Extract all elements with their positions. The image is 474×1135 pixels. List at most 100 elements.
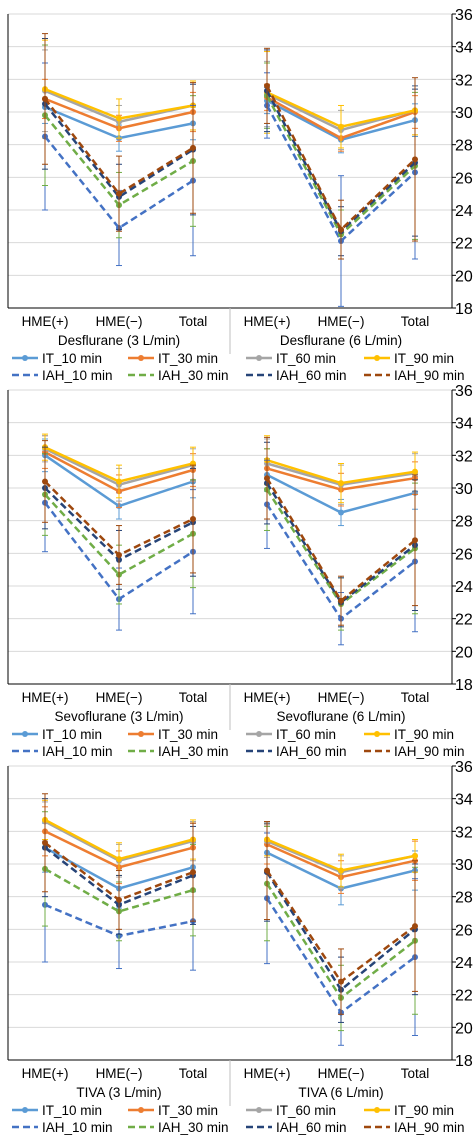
x-tick-label: Total bbox=[179, 314, 208, 329]
data-point bbox=[264, 475, 270, 482]
y-tick-label: 32 bbox=[455, 72, 473, 89]
legend-marker bbox=[374, 1107, 380, 1113]
x-tick-label: HME(+) bbox=[244, 1066, 291, 1081]
legend-label: IT_30 min bbox=[158, 1103, 218, 1118]
series-line bbox=[265, 482, 416, 605]
x-tick-label: Total bbox=[401, 690, 430, 705]
x-tick-label: Total bbox=[179, 1066, 208, 1081]
y-tick-label: 36 bbox=[455, 759, 473, 776]
group-label: Sevoflurane (6 L/min) bbox=[276, 709, 405, 724]
x-tick-label: HME(+) bbox=[22, 690, 69, 705]
data-point bbox=[42, 478, 48, 485]
y-tick-label: 20 bbox=[455, 1020, 473, 1037]
y-tick-label: 24 bbox=[455, 579, 473, 596]
y-tick-label: 28 bbox=[455, 514, 473, 531]
data-point bbox=[412, 852, 418, 859]
y-tick-label: 36 bbox=[455, 383, 473, 400]
data-point bbox=[190, 869, 196, 876]
x-tick-label: HME(+) bbox=[22, 1066, 69, 1081]
y-tick-label: 26 bbox=[455, 922, 473, 939]
x-tick-label: Total bbox=[401, 314, 430, 329]
x-tick-label: HME(+) bbox=[244, 690, 291, 705]
y-tick-label: 34 bbox=[455, 40, 473, 57]
legend-label: IT_10 min bbox=[42, 351, 102, 366]
legend-label: IT_90 min bbox=[394, 1103, 454, 1118]
legend-marker bbox=[22, 1107, 28, 1113]
data-point bbox=[338, 867, 344, 874]
y-tick-label: 20 bbox=[455, 644, 473, 661]
group-label: TIVA (6 L/min) bbox=[298, 1085, 383, 1100]
series-iah-90-min bbox=[42, 33, 418, 260]
series-it-60-min bbox=[42, 435, 418, 505]
series-line bbox=[44, 103, 194, 199]
data-point bbox=[338, 978, 344, 985]
data-point bbox=[42, 95, 48, 102]
legend-label: IAH_30 min bbox=[158, 368, 229, 383]
x-tick-label: HME(−) bbox=[318, 690, 365, 705]
legend-marker bbox=[256, 731, 262, 737]
legend-label: IT_30 min bbox=[158, 727, 218, 742]
y-tick-label: 26 bbox=[455, 170, 473, 187]
legend-label: IAH_90 min bbox=[394, 368, 465, 383]
y-tick-label: 18 bbox=[455, 301, 473, 318]
series-line bbox=[44, 135, 194, 230]
series-iah-10-min bbox=[42, 832, 418, 1046]
group-label: Desflurane (3 L/min) bbox=[58, 333, 180, 348]
series-line bbox=[44, 493, 194, 577]
legend-marker bbox=[256, 1107, 262, 1113]
series-iah-60-min bbox=[42, 798, 418, 1023]
y-tick-label: 32 bbox=[455, 448, 473, 465]
legend-label: IT_10 min bbox=[42, 727, 102, 742]
y-tick-label: 18 bbox=[455, 1053, 473, 1070]
data-point bbox=[116, 115, 122, 122]
data-point bbox=[412, 923, 418, 930]
data-point bbox=[116, 478, 122, 485]
legend-label: IT_30 min bbox=[158, 351, 218, 366]
y-tick-label: 24 bbox=[455, 203, 473, 220]
series-iah-30-min bbox=[42, 44, 418, 260]
data-point bbox=[338, 480, 344, 487]
series-iah-10-min bbox=[42, 62, 418, 307]
legend-label: IAH_30 min bbox=[158, 1120, 229, 1135]
legend-marker bbox=[256, 355, 262, 361]
x-tick-label: HME(+) bbox=[244, 314, 291, 329]
data-point bbox=[338, 597, 344, 604]
series-line bbox=[44, 867, 194, 913]
y-tick-label: 34 bbox=[455, 792, 473, 809]
legend-label: IT_60 min bbox=[276, 727, 336, 742]
x-tick-label: HME(+) bbox=[22, 314, 69, 329]
y-tick-label: 30 bbox=[455, 857, 473, 874]
data-point bbox=[338, 226, 344, 233]
legend-label: IAH_60 min bbox=[276, 1120, 347, 1135]
data-point bbox=[338, 123, 344, 130]
y-tick-label: 24 bbox=[455, 955, 473, 972]
chart-panel-3: 18 20 22 24 26 28 30 32 34 36 HME(+) HME(−) Total TIV… bbox=[7, 759, 473, 1135]
x-tick-label: Total bbox=[401, 1066, 430, 1081]
data-point bbox=[116, 896, 122, 903]
x-tick-label: Total bbox=[179, 690, 208, 705]
series-iah-30-min bbox=[42, 811, 418, 1032]
x-tick-label: HME(−) bbox=[318, 314, 365, 329]
series-line bbox=[44, 98, 194, 196]
data-point bbox=[190, 516, 196, 523]
legend-label: IAH_60 min bbox=[276, 744, 347, 759]
y-tick-label: 36 bbox=[455, 7, 473, 24]
y-tick-label: 28 bbox=[455, 890, 473, 907]
x-tick-label: HME(−) bbox=[96, 314, 143, 329]
data-point bbox=[116, 856, 122, 863]
legend-marker bbox=[22, 355, 28, 361]
y-tick-label: 28 bbox=[455, 138, 473, 155]
x-tick-label: HME(−) bbox=[318, 1066, 365, 1081]
legend-label: IT_90 min bbox=[394, 351, 454, 366]
y-tick-label: 30 bbox=[455, 105, 473, 122]
y-tick-label: 34 bbox=[455, 416, 473, 433]
legend-marker bbox=[22, 731, 28, 737]
data-point bbox=[116, 551, 122, 558]
group-label: TIVA (3 L/min) bbox=[76, 1085, 161, 1100]
data-point bbox=[264, 867, 270, 874]
legend-marker bbox=[138, 731, 144, 737]
legend-label: IAH_10 min bbox=[42, 368, 113, 383]
data-point bbox=[264, 82, 270, 89]
x-tick-label: HME(−) bbox=[96, 690, 143, 705]
